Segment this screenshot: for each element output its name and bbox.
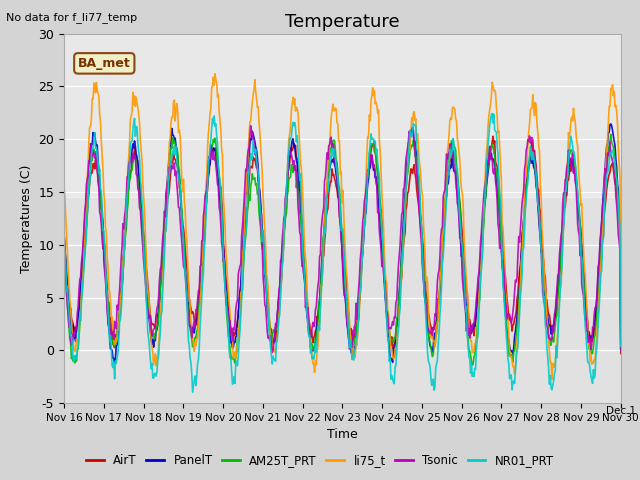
Text: BA_met: BA_met <box>78 57 131 70</box>
Text: No data for f_li77_temp: No data for f_li77_temp <box>6 12 138 23</box>
Title: Temperature: Temperature <box>285 12 400 31</box>
X-axis label: Time: Time <box>327 429 358 442</box>
Legend: AirT, PanelT, AM25T_PRT, li75_t, Tsonic, NR01_PRT: AirT, PanelT, AM25T_PRT, li75_t, Tsonic,… <box>81 449 559 472</box>
Y-axis label: Temperatures (C): Temperatures (C) <box>20 164 33 273</box>
Text: Dec 1: Dec 1 <box>606 407 636 416</box>
Bar <box>64 197 621 403</box>
Bar <box>64 34 621 197</box>
